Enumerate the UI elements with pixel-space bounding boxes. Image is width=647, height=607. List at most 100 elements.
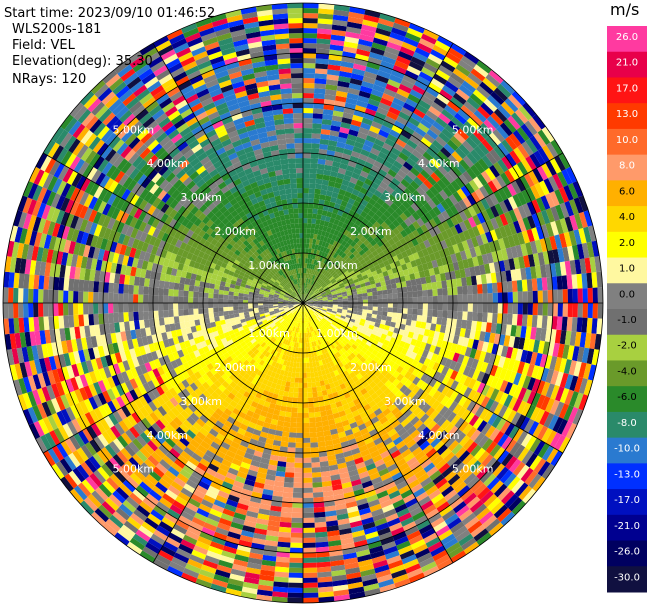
velocity-gate	[479, 122, 493, 136]
velocity-gate	[372, 310, 378, 315]
velocity-gate	[297, 407, 303, 413]
velocity-gate	[315, 68, 328, 75]
velocity-gate	[394, 173, 404, 183]
velocity-gate	[507, 115, 521, 130]
velocity-gate	[315, 239, 320, 246]
velocity-gate	[452, 243, 460, 254]
velocity-gate	[402, 161, 414, 171]
velocity-gate	[420, 95, 434, 106]
velocity-gate	[577, 303, 583, 318]
velocity-gate	[303, 38, 317, 44]
velocity-gate	[303, 248, 306, 254]
velocity-gate	[362, 274, 369, 280]
velocity-gate	[367, 295, 373, 300]
velocity-gate	[309, 268, 313, 275]
velocity-gate	[437, 288, 443, 296]
velocity-gate	[305, 294, 309, 299]
velocity-gate	[315, 183, 322, 190]
velocity-gate	[535, 197, 546, 212]
velocity-gate	[353, 267, 360, 273]
velocity-gate	[299, 362, 303, 368]
velocity-gate	[567, 303, 573, 318]
velocity-gate	[423, 62, 438, 74]
velocity-gate	[337, 80, 350, 88]
velocity-gate	[373, 236, 381, 244]
velocity-gate	[427, 296, 433, 303]
velocity-gate	[289, 382, 295, 388]
velocity-gate	[376, 240, 384, 248]
velocity-gate	[433, 73, 448, 85]
velocity-gate	[307, 298, 313, 302]
velocity-gate	[331, 115, 343, 123]
velocity-gate	[308, 198, 314, 204]
velocity-gate	[463, 208, 473, 220]
velocity-gate	[376, 133, 387, 143]
velocity-gate	[516, 231, 526, 245]
velocity-gate	[499, 225, 508, 239]
velocity-gate	[331, 191, 339, 199]
velocity-gate	[395, 156, 406, 166]
velocity-gate	[376, 185, 386, 194]
velocity-gate	[358, 249, 366, 256]
velocity-gate	[373, 189, 383, 198]
velocity-gate	[325, 279, 331, 285]
velocity-gate	[382, 142, 393, 152]
velocity-gate	[313, 288, 318, 293]
velocity-gate	[537, 303, 543, 316]
velocity-gate	[485, 231, 494, 243]
velocity-gate	[309, 258, 313, 264]
velocity-gate	[290, 412, 298, 418]
velocity-gate	[525, 242, 533, 256]
velocity-gate	[334, 274, 340, 280]
velocity-gate	[303, 427, 310, 433]
velocity-gate	[306, 377, 312, 383]
velocity-gate	[314, 411, 321, 418]
velocity-gate	[416, 186, 426, 196]
velocity-gate	[303, 512, 315, 518]
velocity-gate	[556, 275, 563, 290]
velocity-gate	[485, 135, 498, 149]
velocity-gate	[555, 219, 564, 235]
velocity-gate	[356, 233, 364, 240]
velocity-gate	[323, 99, 336, 106]
velocity-gate	[447, 245, 456, 256]
velocity-gate	[330, 196, 337, 204]
velocity-gate	[313, 93, 325, 100]
velocity-gate	[405, 196, 415, 206]
velocity-gate	[303, 78, 315, 84]
velocity-gate	[362, 206, 371, 215]
velocity-gate	[310, 269, 314, 275]
velocity-gate	[362, 19, 379, 28]
velocity-gate	[311, 296, 317, 299]
velocity-gate	[317, 286, 323, 291]
velocity-gate	[539, 238, 548, 253]
velocity-gate	[411, 149, 423, 160]
velocity-gate	[412, 303, 418, 310]
velocity-gate	[433, 266, 440, 275]
velocity-gate	[319, 219, 325, 226]
velocity-gate	[314, 276, 318, 282]
velocity-gate	[416, 75, 431, 87]
velocity-gate	[366, 228, 374, 236]
velocity-gate	[557, 303, 563, 317]
velocity-gate	[330, 245, 336, 252]
velocity-gate	[327, 249, 333, 256]
velocity-gate	[277, 541, 291, 548]
velocity-gate	[323, 220, 330, 227]
velocity-gate	[318, 3, 335, 10]
velocity-gate	[345, 138, 356, 147]
velocity-gate	[436, 35, 453, 48]
velocity-gate	[408, 116, 421, 127]
velocity-gate	[303, 258, 306, 264]
velocity-gate	[336, 262, 342, 268]
velocity-gate	[317, 260, 322, 267]
velocity-gate	[462, 259, 470, 269]
velocity-gate	[352, 63, 367, 72]
velocity-gate	[517, 303, 523, 315]
velocity-gate	[481, 155, 494, 168]
velocity-gate	[287, 587, 303, 593]
velocity-gate	[318, 8, 334, 15]
velocity-gate	[432, 309, 438, 318]
velocity-gate	[383, 50, 398, 61]
velocity-gate	[332, 161, 341, 168]
